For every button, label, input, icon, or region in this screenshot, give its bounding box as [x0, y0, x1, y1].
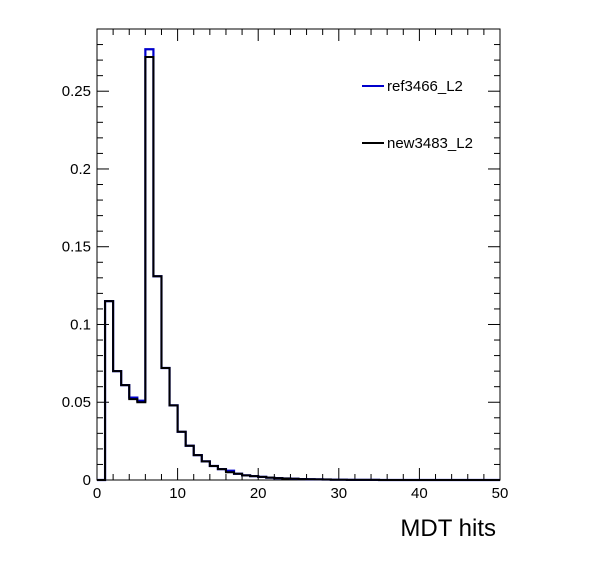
y-tick-label: 0.1 [70, 316, 91, 333]
y-tick-label: 0 [83, 472, 91, 489]
y-tick-label: 0.2 [70, 161, 91, 178]
x-tick-label: 30 [330, 485, 347, 502]
x-tick-label: 40 [411, 485, 428, 502]
legend-box [355, 58, 485, 170]
x-tick-label: 10 [169, 485, 186, 502]
y-tick-label: 0.25 [62, 83, 91, 100]
x-tick-label: 50 [492, 485, 509, 502]
series-line-new3483_L2 [97, 55, 500, 481]
y-tick-label: 0.15 [62, 239, 91, 256]
x-tick-label: 20 [250, 485, 267, 502]
x-tick-label: 0 [93, 485, 101, 502]
y-tick-label: 0.05 [62, 394, 91, 411]
x-axis-title: MDT hits [400, 515, 496, 542]
legend-label: ref3466_L2 [387, 78, 463, 95]
legend-label: new3483_L2 [387, 135, 473, 152]
